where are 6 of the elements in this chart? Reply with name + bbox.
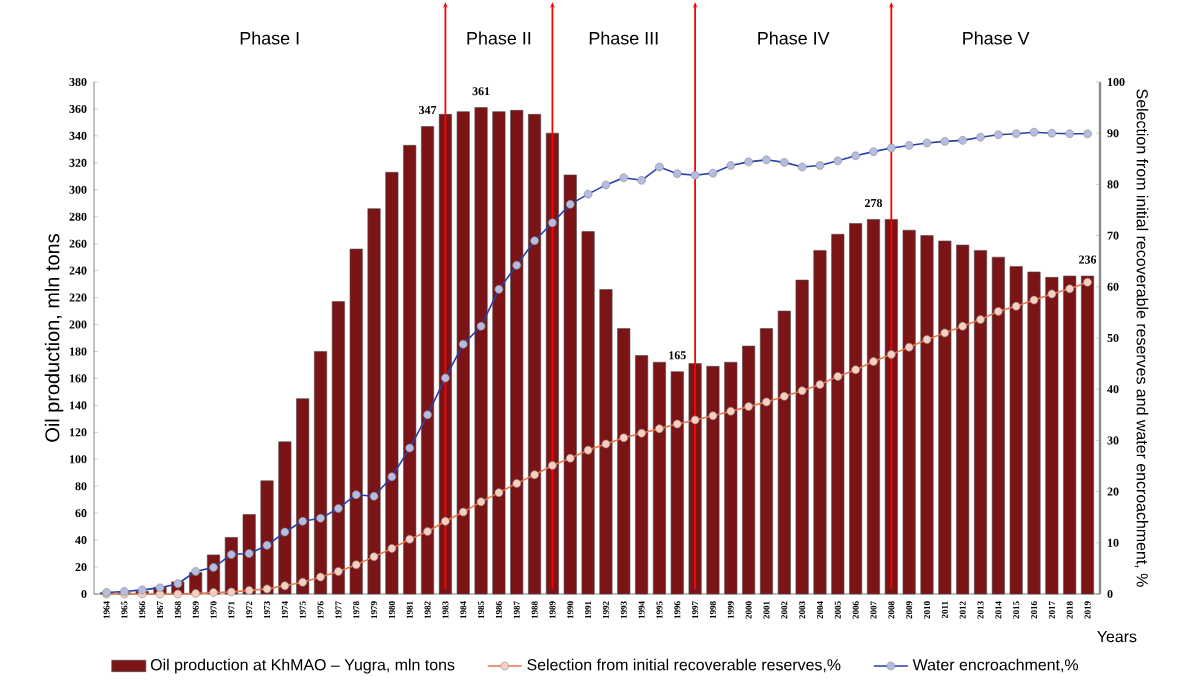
y-axis-title: Oil production, mln tons [44, 234, 64, 442]
text: Phase I [240, 31, 299, 45]
text: Phase V [963, 31, 1030, 45]
text: Phase III [589, 31, 658, 45]
text: Phase II [467, 31, 531, 45]
text: Phase IV [758, 31, 830, 45]
